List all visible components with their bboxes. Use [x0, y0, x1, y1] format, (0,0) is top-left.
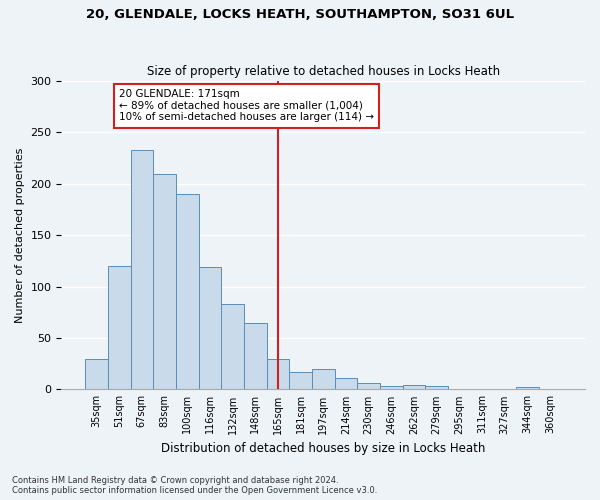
Bar	[153, 174, 176, 390]
Bar	[266, 358, 289, 390]
Bar	[108, 266, 131, 390]
Bar	[403, 386, 425, 390]
Text: 20 GLENDALE: 171sqm
← 89% of detached houses are smaller (1,004)
10% of semi-det: 20 GLENDALE: 171sqm ← 89% of detached ho…	[119, 90, 374, 122]
Bar	[516, 388, 539, 390]
Bar	[131, 150, 153, 390]
Text: 20, GLENDALE, LOCKS HEATH, SOUTHAMPTON, SO31 6UL: 20, GLENDALE, LOCKS HEATH, SOUTHAMPTON, …	[86, 8, 514, 20]
Bar	[289, 372, 312, 390]
Bar	[380, 386, 403, 390]
Bar	[221, 304, 244, 390]
Title: Size of property relative to detached houses in Locks Heath: Size of property relative to detached ho…	[146, 66, 500, 78]
Bar	[312, 369, 335, 390]
Bar	[176, 194, 199, 390]
X-axis label: Distribution of detached houses by size in Locks Heath: Distribution of detached houses by size …	[161, 442, 485, 455]
Bar	[335, 378, 357, 390]
Text: Contains HM Land Registry data © Crown copyright and database right 2024.
Contai: Contains HM Land Registry data © Crown c…	[12, 476, 377, 495]
Y-axis label: Number of detached properties: Number of detached properties	[15, 148, 25, 323]
Bar	[244, 322, 266, 390]
Bar	[199, 267, 221, 390]
Bar	[85, 358, 108, 390]
Bar	[357, 384, 380, 390]
Bar	[425, 386, 448, 390]
